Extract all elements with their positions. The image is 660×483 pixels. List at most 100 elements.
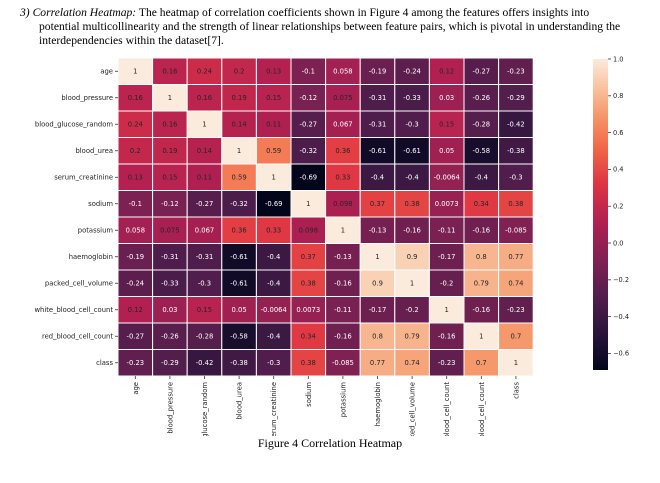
heatmap-cell [463,57,500,85]
x-tick-label: red_blood_cell_count [478,382,486,436]
cell-value-label: -0.32 [300,147,318,155]
heatmap-cell [359,269,396,297]
cell-value-label: -0.61 [230,280,248,288]
cell-value-label: -0.33 [161,280,179,288]
cell-value-label: -0.26 [473,94,491,102]
cell-value-label: 0.37 [301,253,316,261]
heatmap-cell [359,190,396,218]
heatmap-cell [290,349,327,377]
cell-value-label: 0.067 [195,227,214,235]
cell-value-label: 0.05 [439,147,454,155]
cell-value-label: 0.075 [333,94,352,102]
cell-value-label: -0.4 [267,280,280,288]
cell-value-label: 0.7 [476,359,487,367]
cell-value-label: -0.13 [369,227,387,235]
cell-value-label: -0.33 [403,94,421,102]
heatmap-cell [290,243,327,271]
colorbar-tick-label: −0.2 [613,276,629,284]
heatmap-cell [255,349,292,377]
heatmap-cell [394,322,430,350]
cell-value-label: -0.32 [230,200,248,208]
cell-value-label: 1 [445,306,449,314]
cell-value-label: -0.69 [300,174,318,182]
colorbar-tick-label: −0.4 [613,313,629,321]
heatmap-cell [152,57,188,85]
cell-value-label: 0.33 [266,227,281,235]
cell-value-label: 0.37 [370,200,385,208]
heatmap-cell [186,57,223,85]
cell-value-label: -0.13 [334,253,352,261]
heatmap-cell [290,110,327,138]
cell-value-label: 0.15 [162,174,177,182]
cell-value-label: -0.085 [332,359,354,367]
section-paragraph: 3) Correlation Heatmap: The heatmap of c… [20,6,644,49]
heatmap-cell [463,216,500,244]
cell-value-label: 0.24 [197,68,212,76]
heatmap-cell [255,216,292,244]
section-number: 3) [20,6,30,19]
cell-value-label: -0.58 [473,147,491,155]
heatmap-cell [117,322,154,350]
cell-value-label: -0.4 [267,253,280,261]
colorbar-tick-label: 0.4 [613,166,624,174]
y-tick-label: haemoglobin [69,253,113,261]
section-heading: Correlation Heatmap: [32,6,137,19]
heatmap-cell [117,137,154,165]
colorbar-tick-label: 0.6 [613,129,624,137]
colorbar-tick-label: 0.8 [613,92,624,100]
cell-value-label: 0.38 [508,200,523,208]
cell-value-label: -0.27 [196,200,214,208]
heatmap-cell [290,322,327,350]
cell-value-label: -0.4 [405,174,418,182]
cell-value-label: 0.12 [439,68,454,76]
cell-value-label: -0.31 [161,253,179,261]
cell-value-label: 1 [272,174,276,182]
cell-value-label: -0.17 [438,253,456,261]
cell-value-label: -0.16 [473,227,491,235]
heatmap-cell [255,84,292,112]
heatmap-cell [498,163,534,191]
cell-value-label: -0.11 [334,306,352,314]
cell-value-label: 0.098 [333,200,352,208]
cell-value-label: -0.27 [473,68,491,76]
cell-value-label: 0.38 [405,200,420,208]
cell-value-label: 0.13 [128,174,143,182]
cell-value-label: -0.19 [127,253,145,261]
correlation-heatmap: 1 0.16 0.24 0.2 0.13 -0.1 0.058 -0.19 -0.24 0.12 -… [34,55,629,436]
y-tick-label: class [96,359,113,367]
heatmap-cell [221,296,257,324]
heatmap-cell [394,190,430,218]
y-tick-label: potassium [78,227,114,235]
heatmap-cell [325,190,361,218]
cell-value-label: -0.16 [438,333,456,341]
cell-value-label: 1 [202,121,206,129]
cell-value-label: -0.12 [300,94,318,102]
cell-value-label: 1 [237,147,241,155]
cell-value-label: -0.31 [369,121,387,129]
cell-value-label: 0.14 [197,147,212,155]
cell-value-label: -0.38 [507,147,525,155]
heatmap-cell [290,57,327,85]
cell-value-label: -0.17 [369,306,387,314]
heatmap-cell [498,216,534,244]
heatmap-cell [394,349,430,377]
section-text-line-2: potential multicollinearity and the stre… [39,20,621,34]
cell-value-label: -0.28 [473,121,491,129]
heatmap-cell [428,190,465,218]
cell-value-label: -0.16 [473,306,491,314]
cell-value-label: -0.38 [230,359,248,367]
y-tick-label: sodium [88,200,113,208]
cell-value-label: 0.16 [128,94,143,102]
cell-value-label: -0.31 [196,253,214,261]
cell-value-label: -0.23 [127,359,145,367]
cell-value-label: 0.15 [439,121,454,129]
cell-value-label: -0.2 [440,280,453,288]
cell-value-label: 0.14 [232,121,247,129]
cell-value-label: 0.05 [232,306,247,314]
cell-value-label: 1 [479,333,483,341]
colorbar [593,59,608,370]
heatmap-cell [463,84,500,112]
heatmap-cell [463,163,500,191]
heatmap-cell [463,137,500,165]
heatmap-cell [325,137,361,165]
